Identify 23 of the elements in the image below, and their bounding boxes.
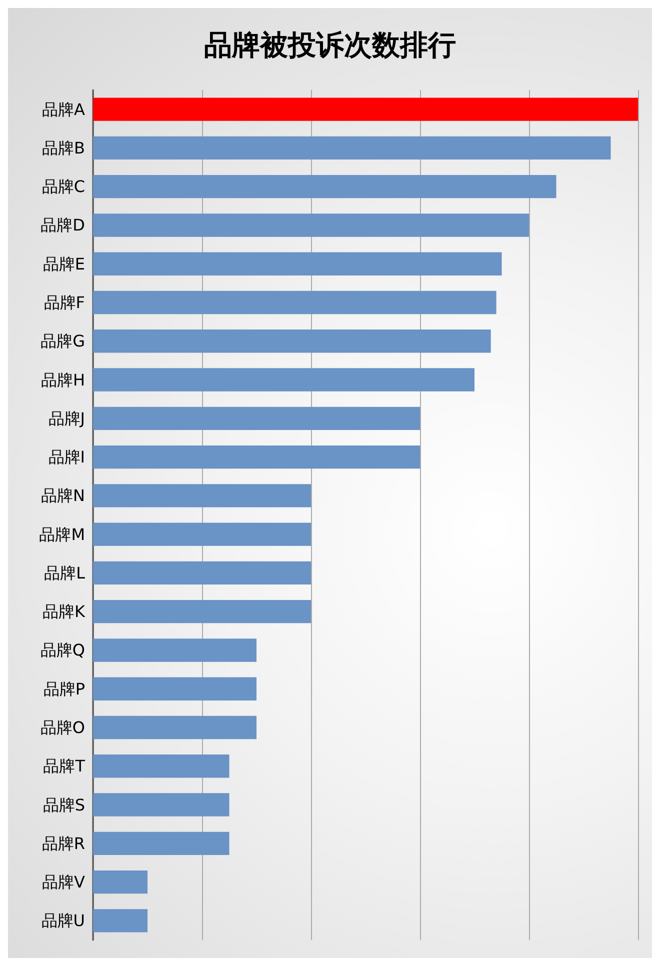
y-tick-label: 品牌S [42,795,85,814]
y-tick-label: 品牌V [42,872,86,892]
y-tick-label: 品牌E [42,254,85,274]
y-tick-label: 品牌O [40,718,85,737]
y-tick-label: 品牌H [40,370,85,390]
y-tick-label: 品牌G [40,332,85,351]
y-tick-label: 品牌B [42,138,85,158]
y-tick-label: 品牌P [43,679,86,698]
y-tick-label: 品牌M [39,524,85,544]
y-tick-label: 品牌R [42,834,85,853]
y-tick-label: 品牌A [42,100,86,119]
y-tick-label: 品牌Q [40,640,85,660]
y-tick-label: 品牌I [48,448,85,467]
y-tick-label: 品牌D [40,216,85,235]
y-tick-label: 品牌L [44,563,86,582]
y-tick-label: 品牌F [44,293,85,312]
y-tick-label: 品牌K [42,602,86,622]
chart-title: 品牌被投诉次数排行 [204,28,456,62]
y-tick-label: 品牌C [42,177,85,196]
y-tick-label: 品牌T [43,756,86,776]
y-tick-label: 品牌N [41,486,85,506]
y-tick-label: 品牌J [48,408,85,428]
y-tick-label: 品牌U [41,911,85,930]
